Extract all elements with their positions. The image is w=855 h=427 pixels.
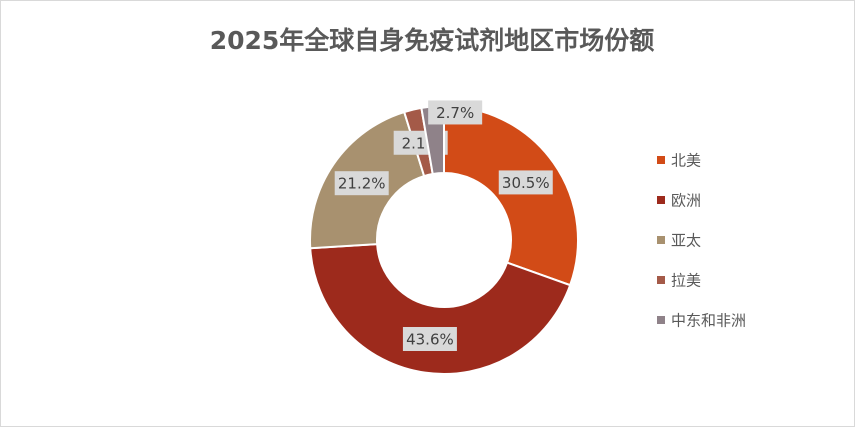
legend-swatch xyxy=(657,196,665,204)
data-label-box xyxy=(428,100,483,125)
legend-swatch xyxy=(657,276,665,284)
data-label: 43.6% xyxy=(406,331,454,349)
legend-swatch xyxy=(657,236,665,244)
data-label-box xyxy=(334,171,389,196)
legend-label: 拉美 xyxy=(671,272,701,290)
legend-label: 亚太 xyxy=(671,232,701,250)
donut-slice xyxy=(309,243,572,375)
data-label-box xyxy=(498,170,553,195)
legend-swatch xyxy=(657,156,665,164)
data-label: 21.2% xyxy=(338,175,386,193)
data-label-box xyxy=(402,327,457,352)
donut-slice xyxy=(443,104,579,287)
legend-label: 北美 xyxy=(671,152,701,170)
legend-swatch xyxy=(657,316,665,324)
chart-title: 2025年全球自身免疫试剂地区市场份额 xyxy=(210,26,655,55)
legend-label: 中东和非洲 xyxy=(671,312,746,330)
data-label: 2.7% xyxy=(436,104,474,122)
data-label: 30.5% xyxy=(502,174,550,192)
legend-label: 欧洲 xyxy=(671,192,701,210)
